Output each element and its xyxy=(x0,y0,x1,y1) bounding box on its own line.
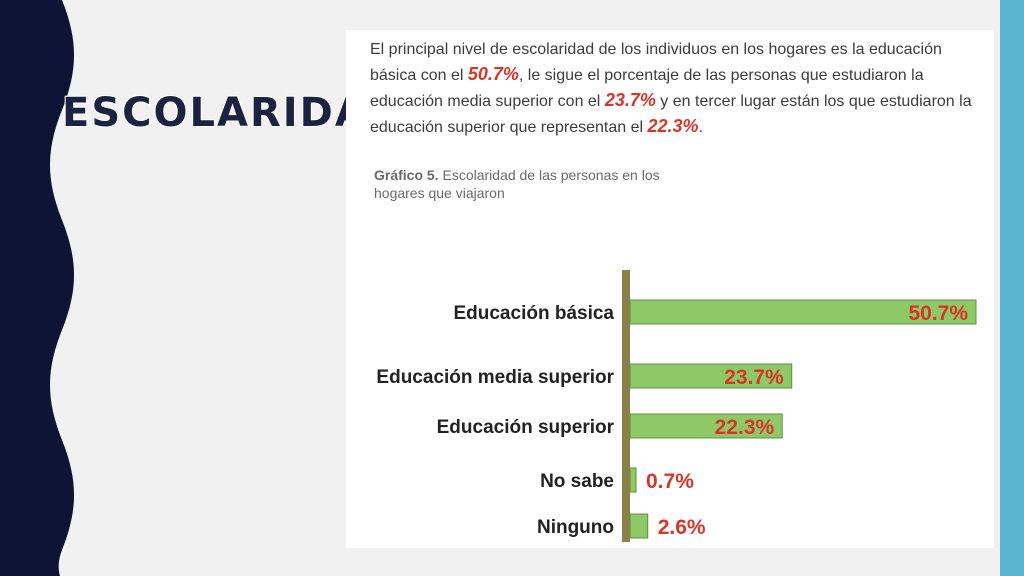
y-axis-line xyxy=(622,270,630,542)
category-label: Educación media superior xyxy=(376,367,614,388)
category-label: Educación superior xyxy=(437,417,615,438)
bar-chart: Educación básica 50.7% Educación media sup… xyxy=(376,270,977,542)
data-label: 0.7% xyxy=(646,470,694,493)
summary-value-basica: 50.7% xyxy=(467,64,519,84)
left-wave-decoration xyxy=(0,0,74,576)
bar xyxy=(629,413,783,439)
summary-text-4: . xyxy=(698,119,704,136)
summary-value-superior: 22.3% xyxy=(647,116,699,136)
category-label: Ninguno xyxy=(537,517,614,538)
chart-caption: Gráfico 5. Escolaridad de las personas e… xyxy=(374,166,674,202)
summary-text-2: , le sigue el porcentaje de las personas… xyxy=(370,67,924,110)
bar xyxy=(629,467,637,493)
caption-text: Escolaridad de las personas en los hogar… xyxy=(374,167,660,201)
summary-value-media-superior: 23.7% xyxy=(604,90,656,110)
slide-title: ESCOLARIDAD xyxy=(61,89,403,137)
caption-label: Gráfico 5. xyxy=(374,167,439,183)
bar xyxy=(629,299,977,325)
data-label: 50.7% xyxy=(908,302,968,325)
content-panel: El principal nivel de escolaridad de los… xyxy=(346,30,994,548)
data-label: 22.3% xyxy=(715,416,775,439)
right-accent-strip xyxy=(1000,0,1024,576)
bar xyxy=(629,513,649,539)
category-label: No sabe xyxy=(540,471,614,492)
summary-text-1: El principal nivel de escolaridad de los… xyxy=(370,41,942,84)
data-label: 23.7% xyxy=(724,366,784,389)
bar xyxy=(629,363,793,389)
category-label: Educación básica xyxy=(453,303,614,324)
summary-paragraph: El principal nivel de escolaridad de los… xyxy=(370,38,978,140)
data-label: 2.6% xyxy=(658,516,706,539)
summary-text-3: y en tercer lugar están los que estudiar… xyxy=(370,93,972,136)
